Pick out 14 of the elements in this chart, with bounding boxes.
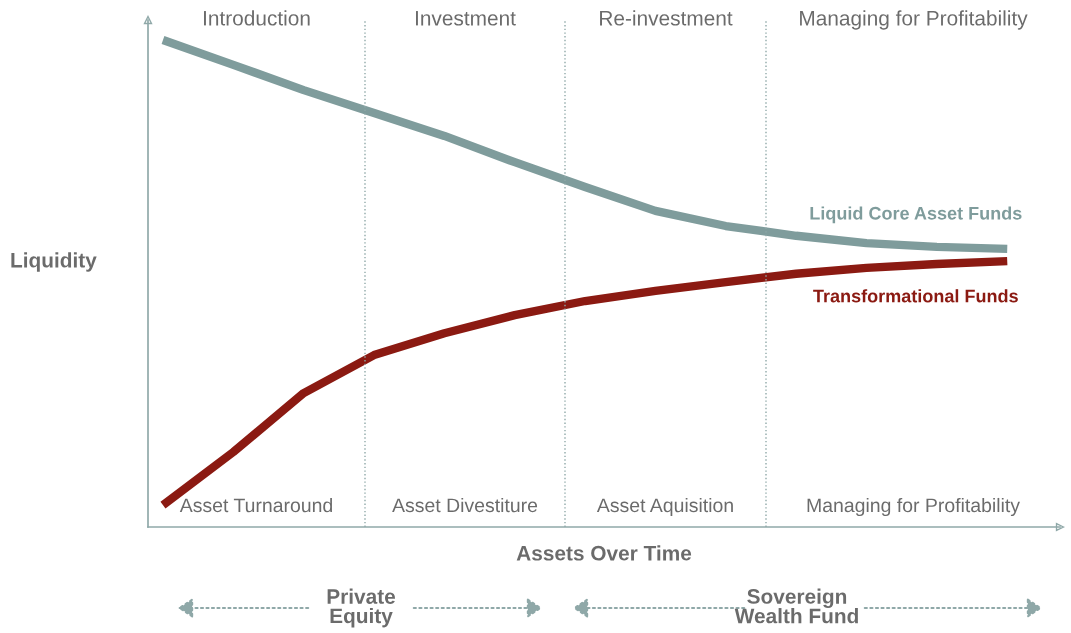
annotation: Asset Aquisition: [596, 497, 733, 517]
x-axis-title: Assets Over Time: [516, 545, 692, 561]
annotation: Asset Turnaround: [179, 497, 332, 513]
y-axis-title: Liquidity: [11, 252, 97, 272]
text: Re-investment: [600, 10, 733, 26]
series-label: Transformational Funds: [813, 289, 1018, 303]
text: Private Equity: [327, 588, 396, 628]
annotation: Asset Divestiture: [392, 497, 538, 513]
text: Sovereign Wealth Fund: [734, 588, 858, 624]
series-label: Liquid Core Asset Funds: [810, 206, 1022, 224]
text: Managing for Profitability: [800, 10, 1028, 30]
annotation: Managing for Profitability: [807, 497, 1020, 517]
text: Investment: [415, 11, 516, 26]
text: Introduction: [204, 10, 310, 26]
